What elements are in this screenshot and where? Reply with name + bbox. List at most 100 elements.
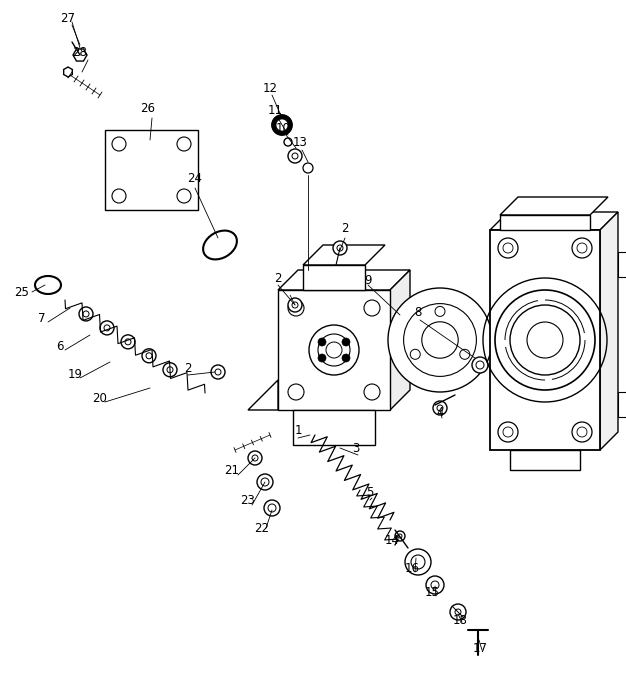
Circle shape [342,354,350,362]
Circle shape [177,189,191,203]
Text: 16: 16 [404,561,419,574]
Polygon shape [248,380,278,410]
Text: 4: 4 [436,406,444,419]
Polygon shape [490,230,600,450]
Circle shape [292,302,298,308]
Text: 14: 14 [384,534,399,547]
Circle shape [388,288,492,392]
Polygon shape [510,450,580,470]
Polygon shape [278,270,410,290]
Circle shape [288,298,302,312]
Circle shape [288,149,302,163]
Polygon shape [278,290,390,410]
Circle shape [472,357,488,373]
Circle shape [405,549,431,575]
Circle shape [318,354,326,362]
Circle shape [146,353,152,359]
Circle shape [288,384,304,400]
Circle shape [333,241,347,255]
Circle shape [503,427,513,437]
Polygon shape [500,197,608,215]
Text: 3: 3 [352,441,360,454]
Circle shape [577,243,587,253]
Polygon shape [390,270,410,410]
Text: 2: 2 [274,272,282,284]
Text: 1: 1 [294,423,302,437]
Polygon shape [105,130,198,210]
Circle shape [268,504,276,512]
Text: 15: 15 [424,586,439,599]
Text: 18: 18 [453,613,468,627]
Circle shape [257,474,273,490]
Polygon shape [64,67,73,77]
Circle shape [142,349,156,363]
Polygon shape [500,215,590,230]
Text: 26: 26 [140,102,155,115]
Circle shape [288,300,304,316]
Text: 17: 17 [473,642,488,654]
Circle shape [104,325,110,331]
Text: 8: 8 [414,305,422,319]
Circle shape [121,335,135,349]
Text: 6: 6 [56,340,64,353]
Circle shape [572,238,592,258]
Text: 10: 10 [275,121,290,135]
Circle shape [276,119,288,131]
Circle shape [215,369,221,375]
Circle shape [498,422,518,442]
Text: 25: 25 [14,286,29,299]
Text: 11: 11 [267,104,282,117]
Polygon shape [618,252,626,277]
Text: 27: 27 [61,11,76,24]
Text: 2: 2 [341,222,349,235]
Text: 22: 22 [255,522,270,534]
Circle shape [337,245,343,251]
Circle shape [177,137,191,151]
Circle shape [83,311,89,317]
Circle shape [342,338,350,346]
Circle shape [435,307,445,316]
Text: 7: 7 [38,311,46,324]
Circle shape [398,534,402,538]
Circle shape [364,384,380,400]
Circle shape [459,349,470,359]
Polygon shape [73,49,87,61]
Polygon shape [293,410,375,445]
Circle shape [125,339,131,345]
Polygon shape [600,212,618,450]
Text: 9: 9 [364,274,372,286]
Circle shape [411,555,425,569]
Polygon shape [490,212,618,230]
Text: 2: 2 [184,361,192,375]
Circle shape [364,300,380,316]
Circle shape [163,363,177,377]
Polygon shape [618,392,626,417]
Text: 12: 12 [262,82,277,94]
Text: 21: 21 [225,464,240,477]
Circle shape [112,189,126,203]
Text: 13: 13 [292,135,307,148]
Circle shape [455,609,461,615]
Circle shape [577,427,587,437]
Circle shape [261,478,269,486]
Circle shape [248,451,262,465]
Polygon shape [303,265,365,290]
Text: 20: 20 [93,392,108,404]
Polygon shape [303,245,385,265]
Circle shape [252,455,258,461]
Circle shape [100,321,114,335]
Circle shape [433,401,447,415]
Circle shape [476,361,484,369]
Text: 19: 19 [68,367,83,381]
Circle shape [410,349,420,359]
Circle shape [264,500,280,516]
Circle shape [572,422,592,442]
Circle shape [395,531,405,541]
Circle shape [426,576,444,594]
Circle shape [272,115,292,135]
Circle shape [318,338,326,346]
Circle shape [112,137,126,151]
Text: 23: 23 [240,493,255,506]
Circle shape [450,604,466,620]
Circle shape [437,405,443,411]
